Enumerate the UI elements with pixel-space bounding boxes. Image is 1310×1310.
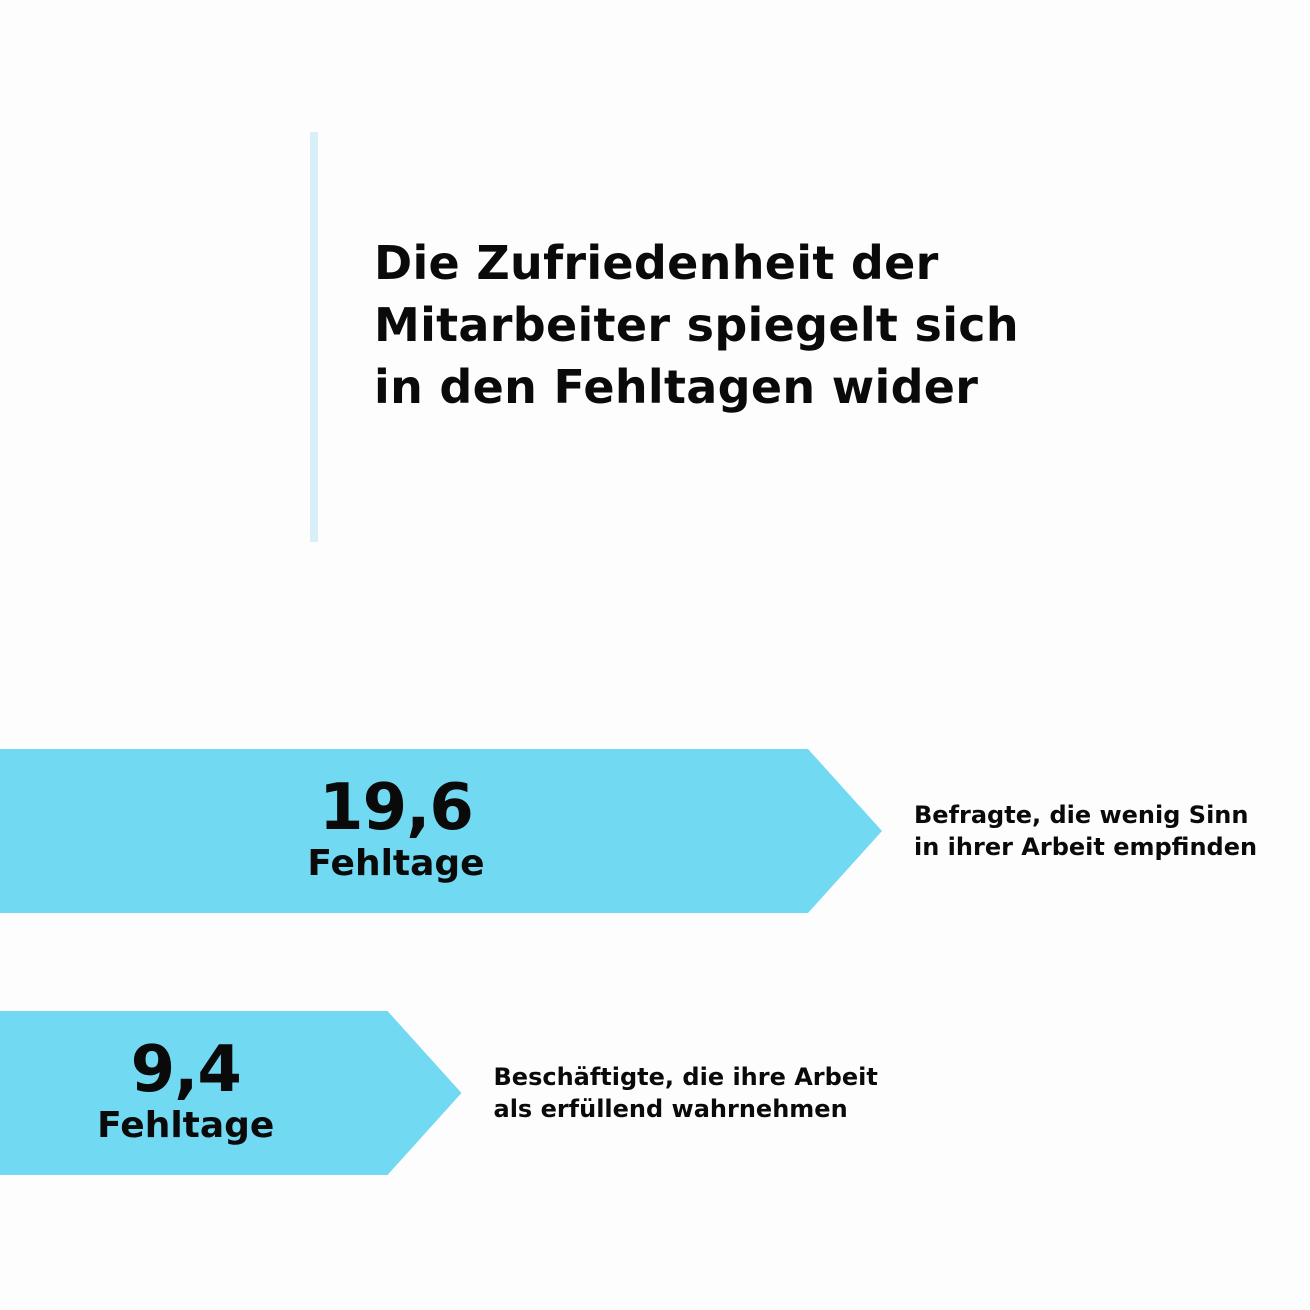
bar-1 — [0, 749, 882, 913]
bar-category-label-2: Beschäftigte, die ihre Arbeit als erfüll… — [493, 1063, 878, 1123]
bar-category-label-1: Befragte, die wenig Sinn in ihrer Arbeit… — [914, 801, 1258, 861]
bar-value-label-1: 19,6 — [319, 771, 474, 845]
bar-unit-label-1: Fehltage — [307, 843, 485, 884]
bar-value-label-2: 9,4 — [130, 1033, 242, 1107]
accent-divider-line — [310, 132, 318, 542]
page-title: Die Zufriedenheit der Mitarbeiter spiege… — [374, 236, 1019, 414]
bar-2 — [0, 1011, 462, 1175]
bar-unit-label-2: Fehltage — [97, 1105, 275, 1146]
